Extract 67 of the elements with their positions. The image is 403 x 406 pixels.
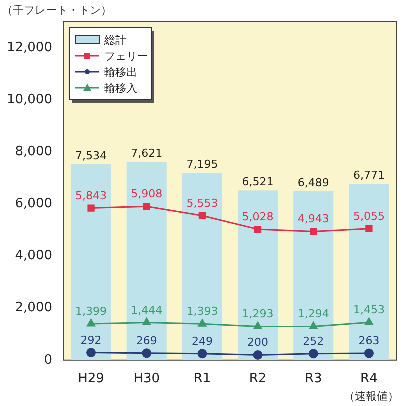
data-label: 1,453 [353,304,385,317]
y-axis-title: （千フレート・トン） [2,4,112,17]
point [309,322,318,330]
point [87,319,96,327]
x-tick-label: H29 [78,372,104,387]
data-label: 7,534 [76,149,108,162]
bar [126,162,167,360]
data-label: 5,908 [131,188,163,201]
bar [294,191,334,360]
x-tick-label: R2 [249,372,267,387]
bar [349,184,390,360]
bar [182,173,222,360]
data-label: 292 [80,334,102,347]
legend-label: 輸移出 [104,66,138,79]
data-label: 6,521 [242,176,274,189]
data-label: 1,393 [186,305,218,318]
x-tick-label: H30 [134,372,160,387]
point [142,318,152,326]
legend-label: フェリー [104,50,148,63]
data-label: 6,489 [298,176,330,190]
data-label: 1,294 [298,308,330,321]
y-tick-label: 2,000 [15,300,52,316]
x-tick-label: R1 [194,372,212,387]
point [364,318,374,326]
y-tick-label: 6,000 [15,196,52,212]
text: （速報値） [344,390,399,403]
legend-label: 輸移入 [104,82,138,95]
point [254,226,262,234]
y-tick-label: 0 [44,352,52,368]
data-label: 1,399 [76,304,108,318]
data-label: 7,195 [186,158,218,172]
data-label: 4,943 [298,212,330,226]
data-label: 249 [192,334,213,348]
data-label: 252 [303,334,324,348]
point [198,319,207,327]
data-label: 5,028 [242,210,274,224]
point [142,348,152,358]
point [254,322,262,330]
legend-label: 総計 [103,34,126,47]
point [366,225,373,232]
x-tick-label: R3 [304,372,322,387]
point [308,349,318,359]
data-label: 5,843 [76,189,108,202]
y-tick-label: 10,000 [6,92,52,108]
x-tick-label: R4 [360,372,378,387]
data-label: 7,621 [131,147,163,160]
data-label: 1,444 [131,304,163,317]
data-label: 269 [136,334,158,348]
y-tick-label: 12,000 [6,40,52,56]
bar [71,164,112,360]
y-tick-label: 4,000 [15,248,52,264]
y-tick-label: 8,000 [15,144,52,160]
point [253,350,263,360]
point [143,203,150,210]
point [88,204,95,212]
data-label: 200 [248,336,269,350]
data-label: 5,055 [353,210,385,223]
point [86,348,96,358]
data-label: 6,771 [353,169,385,182]
point [198,212,206,220]
bar [238,190,278,360]
data-label: 263 [358,334,380,348]
point [310,228,318,236]
point [364,348,374,358]
data-label: 1,293 [242,308,274,321]
point [198,349,208,359]
data-label: 5,553 [186,196,218,210]
